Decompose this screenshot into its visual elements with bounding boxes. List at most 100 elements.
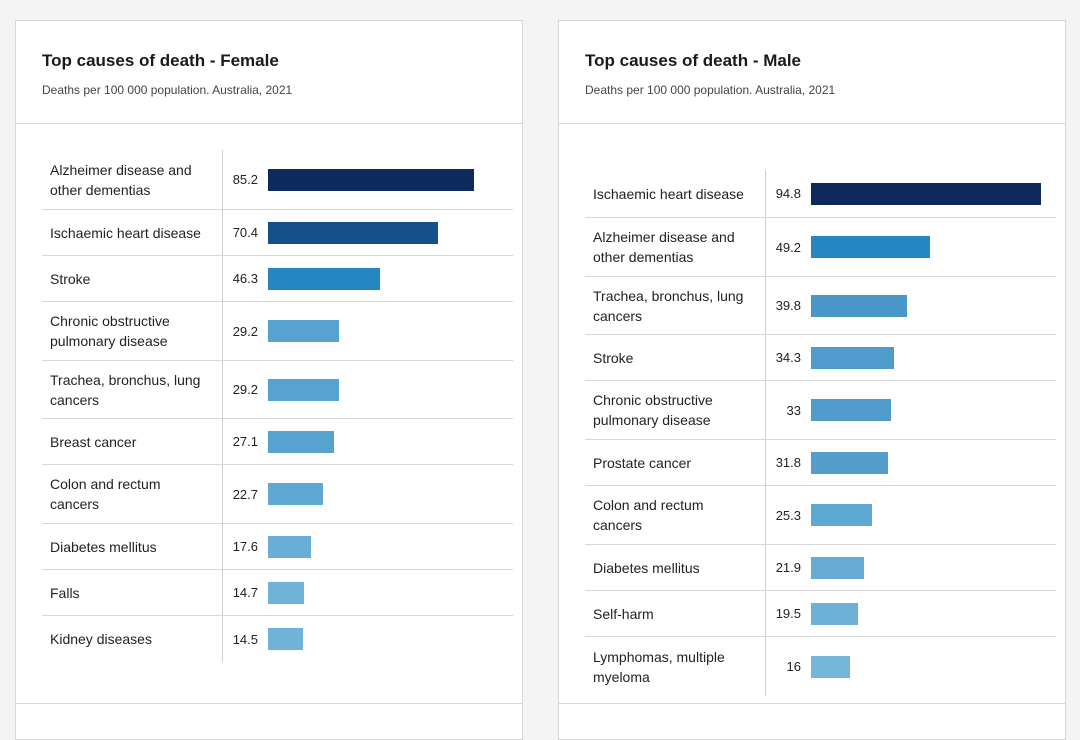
card-footer-divider: [16, 703, 522, 704]
value-label: 33: [786, 402, 801, 418]
category-label: Alzheimer disease and other dementias: [585, 218, 766, 276]
chart-row: Trachea, bronchus, lung cancers 39.8: [585, 277, 1056, 335]
bar-track: [811, 381, 1056, 439]
bar-track: [268, 616, 513, 662]
chart-row: Chronic obstructive pulmonary disease 33: [585, 381, 1056, 440]
bar-track: [811, 170, 1056, 217]
category-label: Chronic obstructive pulmonary disease: [585, 381, 766, 439]
bar-track: [268, 256, 513, 301]
bar: [268, 535, 311, 558]
bar-track: [268, 465, 513, 523]
category-label: Trachea, bronchus, lung cancers: [42, 361, 223, 418]
value-label: 14.7: [232, 585, 258, 600]
chart-row: Trachea, bronchus, lung cancers 29.2: [42, 361, 513, 419]
bar-track: [811, 277, 1056, 334]
chart-row: Diabetes mellitus 17.6: [42, 524, 513, 570]
bar: [811, 346, 894, 369]
bar: [268, 430, 334, 453]
bar-track: [811, 218, 1056, 276]
card-header: Top causes of death - Male Deaths per 10…: [559, 21, 1065, 124]
category-label: Ischaemic heart disease: [42, 210, 223, 255]
female-chart-card: Top causes of death - Female Deaths per …: [15, 20, 523, 740]
male-bar-chart: Ischaemic heart disease 94.8 Alzheimer dis…: [585, 170, 1056, 696]
category-label: Breast cancer: [42, 419, 223, 464]
chart-title: Top causes of death - Female: [42, 51, 279, 70]
chart-row: Stroke 34.3: [585, 335, 1056, 381]
bar: [268, 221, 439, 244]
bar: [811, 504, 873, 526]
bar: [811, 556, 864, 579]
card-header: Top causes of death - Female Deaths per …: [16, 21, 522, 124]
value-label: 46.3: [232, 271, 258, 286]
value-label: 49.2: [775, 239, 801, 255]
value-label: 14.5: [232, 631, 258, 647]
category-label: Chronic obstructive pulmonary disease: [42, 302, 223, 360]
category-label: Alzheimer disease and other dementias: [42, 150, 223, 209]
value-label: 16: [786, 659, 801, 674]
category-label: Falls: [42, 570, 223, 615]
value-label: 27.1: [232, 434, 258, 449]
male-chart-card: Top causes of death - Male Deaths per 10…: [558, 20, 1066, 740]
chart-row: Alzheimer disease and other dementias 49.…: [585, 218, 1056, 277]
category-label: Trachea, bronchus, lung cancers: [585, 277, 766, 334]
chart-subtitle: Deaths per 100 000 population. Australia…: [585, 83, 836, 97]
bar-track: [811, 486, 1056, 544]
bar-track: [268, 150, 513, 209]
chart-row: Colon and rectum cancers 22.7: [42, 465, 513, 524]
chart-row: Falls 14.7: [42, 570, 513, 616]
chart-row: Prostate cancer 31.8: [585, 440, 1056, 486]
bar-track: [268, 570, 513, 615]
bar-track: [268, 361, 513, 418]
bar: [811, 399, 891, 421]
bar: [268, 168, 475, 191]
bar-track: [811, 545, 1056, 590]
bar-track: [811, 335, 1056, 380]
category-label: Colon and rectum cancers: [42, 465, 223, 523]
female-bar-chart: Alzheimer disease and other dementias 85.…: [42, 150, 513, 662]
bar-track: [811, 440, 1056, 485]
category-label: Stroke: [42, 256, 223, 301]
bar: [268, 483, 323, 505]
value-label: 29.2: [232, 382, 258, 397]
bar-track: [268, 419, 513, 464]
value-label: 39.8: [775, 298, 801, 313]
value-label: 31.8: [775, 455, 801, 470]
value-label: 85.2: [232, 172, 258, 187]
bar: [811, 602, 859, 625]
chart-subtitle: Deaths per 100 000 population. Australia…: [42, 83, 293, 97]
value-label: 21.9: [775, 560, 801, 575]
bar-track: [268, 210, 513, 255]
value-label: 70.4: [232, 225, 258, 240]
category-label: Ischaemic heart disease: [585, 170, 766, 217]
chart-row: Ischaemic heart disease 70.4: [42, 210, 513, 256]
chart-title: Top causes of death - Male: [585, 51, 802, 70]
bar: [811, 451, 888, 474]
category-label: Lymphomas, multiple myeloma: [585, 637, 766, 696]
chart-row: Diabetes mellitus 21.9: [585, 545, 1056, 591]
value-label: 19.5: [775, 606, 801, 621]
value-label: 22.7: [232, 486, 258, 502]
value-label: 29.2: [232, 323, 258, 339]
chart-row: Self-harm 19.5: [585, 591, 1056, 637]
category-label: Colon and rectum cancers: [585, 486, 766, 544]
bar: [811, 655, 850, 678]
category-label: Diabetes mellitus: [42, 524, 223, 569]
value-label: 17.6: [232, 539, 258, 554]
value-label: 25.3: [775, 507, 801, 523]
chart-row: Colon and rectum cancers 25.3: [585, 486, 1056, 545]
bar: [811, 182, 1041, 205]
bar: [268, 581, 304, 604]
chart-row: Chronic obstructive pulmonary disease 29.…: [42, 302, 513, 361]
chart-row: Breast cancer 27.1: [42, 419, 513, 465]
category-label: Stroke: [585, 335, 766, 380]
chart-row: Lymphomas, multiple myeloma 16: [585, 637, 1056, 696]
chart-row: Alzheimer disease and other dementias 85.…: [42, 150, 513, 210]
value-label: 94.8: [775, 186, 801, 201]
chart-row: Kidney diseases 14.5: [42, 616, 513, 662]
category-label: Kidney diseases: [42, 616, 223, 662]
card-footer-divider: [559, 703, 1065, 704]
bar: [811, 294, 908, 317]
chart-row: Stroke 46.3: [42, 256, 513, 302]
value-label: 34.3: [775, 350, 801, 365]
bar: [268, 320, 339, 342]
